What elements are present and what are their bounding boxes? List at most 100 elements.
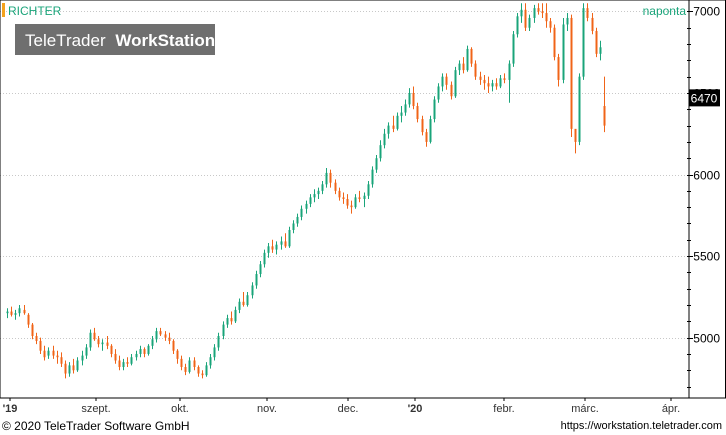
candle-body (217, 336, 220, 348)
candle-body (516, 16, 519, 35)
candle (118, 355, 121, 371)
candle (367, 181, 370, 199)
candle (338, 187, 341, 201)
candle-body (64, 363, 67, 374)
candle-body (470, 48, 473, 64)
candle-body (346, 199, 349, 206)
candle-body (429, 119, 432, 142)
candle (35, 332, 38, 345)
candle-body (176, 350, 179, 359)
candle-body (508, 63, 511, 80)
candle-body (483, 79, 486, 84)
candle (574, 128, 577, 154)
candle-body (474, 63, 477, 77)
candle (151, 336, 154, 350)
candle-body (242, 301, 245, 306)
candle-body (599, 47, 602, 54)
candle-body (557, 57, 560, 80)
candle (495, 78, 498, 90)
candle (570, 14, 573, 138)
candle (309, 194, 312, 208)
period-label: naponta (643, 4, 687, 18)
candle-body (528, 17, 531, 28)
x-tick-label: nov. (257, 403, 277, 415)
candle-body (68, 365, 71, 374)
candle (520, 3, 523, 23)
last-price-label: 6470 (691, 91, 718, 105)
candle-body (147, 345, 150, 354)
candle (197, 365, 200, 377)
x-tick-label: ápr. (662, 403, 680, 415)
candle-body (379, 145, 382, 159)
candle (188, 357, 191, 374)
footer-link[interactable]: https://workstation.teletrader.com (560, 420, 722, 432)
y-tick-label: 5500 (693, 250, 720, 264)
candle-body (122, 362, 125, 368)
candle (114, 349, 117, 364)
x-tick-label: márc. (571, 403, 599, 415)
candle-body (238, 301, 241, 310)
candle-body (545, 13, 548, 22)
candle (313, 189, 316, 203)
candle (72, 358, 75, 374)
candle (130, 353, 133, 366)
candle-body (358, 197, 361, 199)
last-price-marker: 6470 (689, 89, 720, 107)
candle-body (479, 76, 482, 80)
candle-body (130, 357, 133, 364)
candle-body (188, 360, 191, 372)
candle (300, 205, 303, 221)
candle (479, 71, 482, 85)
candle-body (275, 244, 278, 250)
candle (205, 362, 208, 377)
candle (595, 27, 598, 58)
candle (387, 122, 390, 139)
candle (255, 270, 258, 289)
candle (582, 3, 585, 80)
candle (342, 192, 345, 204)
candle (234, 306, 237, 323)
candle-body (126, 362, 129, 364)
candle-body (97, 339, 100, 345)
candle (201, 370, 204, 379)
candle-body (354, 197, 357, 208)
candle-body (234, 309, 237, 322)
candle (325, 168, 328, 188)
candle-body (524, 9, 527, 28)
grid-lines (0, 11, 689, 339)
candle (566, 13, 569, 31)
candle-body (367, 184, 370, 196)
candle (14, 309, 17, 320)
candle-body (499, 78, 502, 87)
candle-body (213, 347, 216, 358)
candle-body (184, 367, 187, 372)
candle (317, 187, 320, 199)
candle-body (371, 169, 374, 185)
copyright-text: © 2020 TeleTrader Software GmbH (2, 419, 190, 433)
candle-body (450, 84, 453, 97)
candle-body (93, 332, 96, 340)
candle (296, 213, 299, 227)
candle-body (35, 336, 38, 341)
candle (321, 181, 324, 195)
candle (508, 60, 511, 103)
candle-body (566, 17, 569, 25)
candle-body (375, 158, 378, 170)
candle-body (296, 216, 299, 224)
candle-body (454, 70, 457, 97)
candle (135, 350, 138, 361)
candle (553, 24, 556, 61)
candle (421, 115, 424, 136)
candle-body (81, 355, 84, 361)
candle-body (329, 172, 332, 183)
candle-body (441, 76, 444, 87)
x-tick-label: '19 (3, 403, 18, 415)
candle-body (396, 115, 399, 129)
candle-body (14, 313, 17, 315)
candle (329, 169, 332, 188)
candle (226, 314, 229, 328)
candle (450, 81, 453, 100)
candle (280, 236, 283, 250)
candle (56, 350, 59, 364)
candle-body (466, 48, 469, 71)
